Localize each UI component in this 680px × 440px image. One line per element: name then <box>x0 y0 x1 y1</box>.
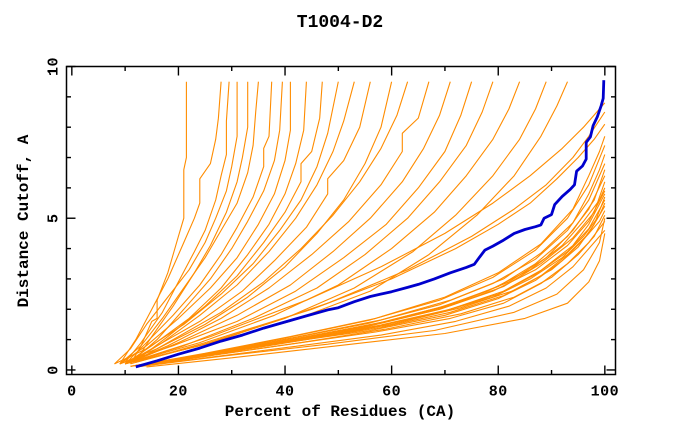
model-curve <box>124 81 307 365</box>
model-curve <box>114 81 339 365</box>
model-curve <box>119 81 393 365</box>
model-curve <box>130 81 187 365</box>
x-tick-label: 100 <box>591 384 620 401</box>
model-curve <box>119 81 222 365</box>
model-curve <box>130 81 451 363</box>
model-curve <box>124 81 273 365</box>
model-curve <box>130 81 283 363</box>
x-tick-label: 0 <box>67 384 77 401</box>
model-curve <box>124 81 430 365</box>
model-curve <box>141 154 606 366</box>
y-tick-label: 5 <box>46 213 63 223</box>
model-curve <box>146 196 606 366</box>
model-curve <box>119 81 473 365</box>
model-curve <box>119 81 259 365</box>
plot-frame <box>65 65 617 376</box>
model-curve <box>119 81 291 365</box>
x-tick-label: 20 <box>169 384 188 401</box>
chart-title: T1004-D2 <box>296 13 384 33</box>
model-curve <box>135 81 521 362</box>
model-curve <box>124 81 494 365</box>
y-tick-label: 0 <box>46 365 63 375</box>
model-curve <box>124 81 371 365</box>
model-curve <box>135 81 323 362</box>
y-tick-label: 10 <box>46 57 63 76</box>
best-model-curve <box>135 80 606 369</box>
model-curve <box>135 81 249 362</box>
x-tick-label: 60 <box>382 384 401 401</box>
model-curve <box>141 218 606 367</box>
model-curve <box>146 233 606 368</box>
model-curve <box>124 102 606 365</box>
model-curve <box>141 193 606 367</box>
model-curve <box>141 230 606 367</box>
y-axis-title: Distance Cutoff, A <box>15 134 33 308</box>
model-curve <box>124 81 230 363</box>
x-axis-title: Percent of Residues (CA) <box>224 403 456 421</box>
model-curve <box>135 136 606 367</box>
model-curve <box>135 111 606 363</box>
x-tick-label: 80 <box>489 384 508 401</box>
model-curve <box>130 81 355 363</box>
x-tick-label: 40 <box>276 384 295 401</box>
model-curve <box>135 81 409 362</box>
model-curve <box>146 169 606 366</box>
model-curve <box>146 214 606 366</box>
model-curve <box>114 81 238 365</box>
